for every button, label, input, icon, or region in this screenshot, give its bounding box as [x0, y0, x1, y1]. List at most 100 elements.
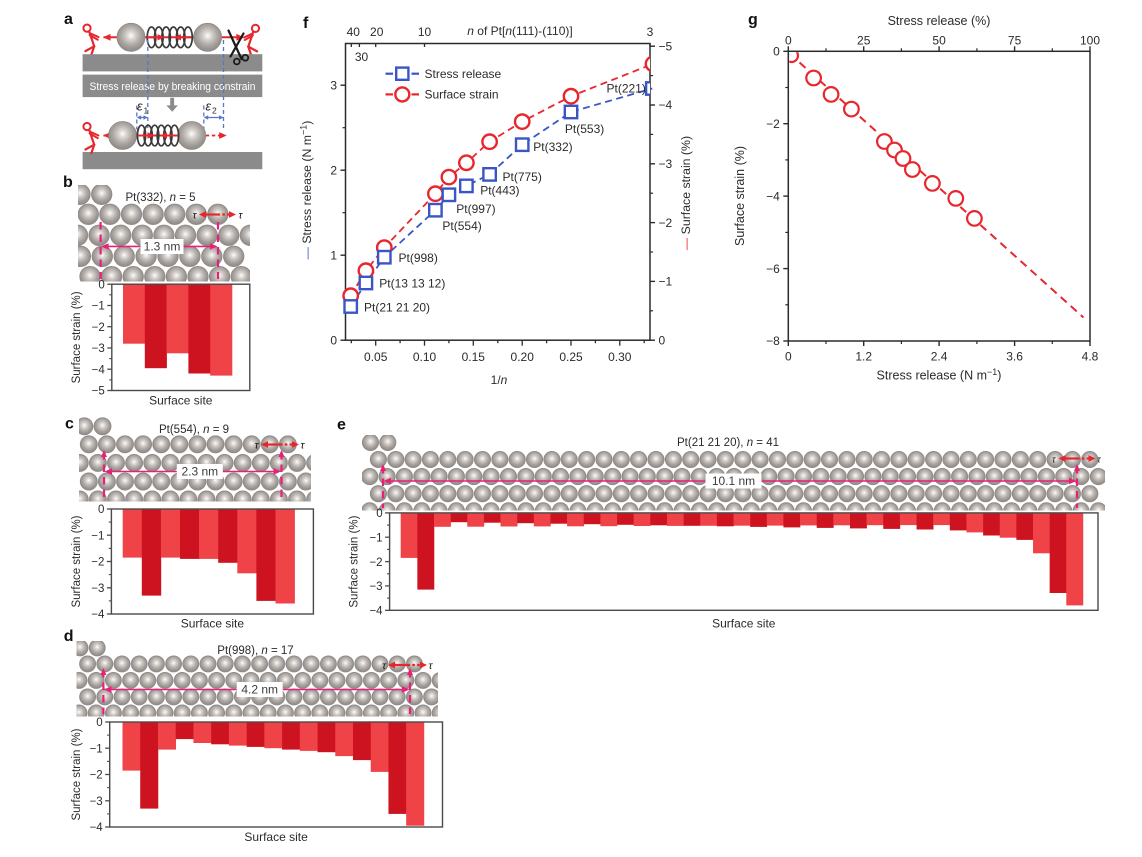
svg-text:0.10: 0.10	[413, 350, 437, 364]
svg-text:−5: −5	[659, 39, 673, 53]
svg-text:−1: −1	[91, 531, 104, 543]
svg-text:Surface strain (%): Surface strain (%)	[71, 291, 83, 383]
svg-text:−4: −4	[91, 609, 105, 621]
svg-text:τ: τ	[239, 210, 244, 222]
svg-text:g: g	[748, 12, 758, 29]
svg-text:0: 0	[376, 508, 382, 520]
svg-text:4.8: 4.8	[1082, 350, 1099, 364]
svg-text:10.1 nm: 10.1 nm	[712, 474, 755, 488]
svg-text:— Stress release (N m−1): — Stress release (N m−1)	[299, 121, 315, 260]
svg-text:a: a	[64, 11, 73, 28]
svg-text:1.2: 1.2	[855, 350, 872, 364]
svg-text:−3: −3	[659, 157, 673, 171]
svg-text:−6: −6	[766, 262, 780, 276]
svg-text:−5: −5	[92, 386, 105, 398]
svg-text:Pt(997): Pt(997)	[456, 202, 495, 216]
svg-text:Pt(21 21 20), n = 41: Pt(21 21 20), n = 41	[677, 437, 779, 449]
svg-text:−3: −3	[92, 343, 105, 355]
svg-text:Pt(998), n = 17: Pt(998), n = 17	[217, 645, 293, 657]
svg-text:75: 75	[1008, 34, 1022, 48]
svg-text:0.20: 0.20	[511, 350, 535, 364]
svg-text:10: 10	[418, 25, 432, 39]
svg-text:— Surface strain (%): — Surface strain (%)	[679, 136, 693, 250]
svg-text:Stress release by breaking con: Stress release by breaking constrain	[90, 81, 256, 93]
svg-text:0.05: 0.05	[364, 350, 388, 364]
svg-text:3: 3	[330, 78, 337, 92]
svg-text:Surface site: Surface site	[244, 830, 308, 844]
svg-text:−1: −1	[92, 301, 105, 313]
svg-text:Stress release (N m−1): Stress release (N m−1)	[877, 367, 1002, 383]
svg-text:τ: τ	[255, 440, 260, 452]
svg-text:Pt(13 13 12): Pt(13 13 12)	[379, 277, 445, 291]
svg-text:1: 1	[144, 106, 149, 116]
svg-text:−3: −3	[90, 796, 103, 808]
svg-text:Surface site: Surface site	[149, 394, 213, 408]
svg-text:2: 2	[330, 163, 337, 177]
svg-text:Surface site: Surface site	[712, 617, 776, 631]
svg-text:Pt(221): Pt(221)	[607, 81, 646, 95]
svg-text:Pt(332): Pt(332)	[533, 140, 572, 154]
svg-text:−8: −8	[766, 334, 780, 348]
svg-text:−2: −2	[659, 216, 673, 230]
svg-text:2.4: 2.4	[931, 350, 948, 364]
svg-text:τ: τ	[301, 440, 306, 452]
svg-text:Pt(554), n = 9: Pt(554), n = 9	[159, 424, 229, 436]
svg-text:2.3 nm: 2.3 nm	[181, 465, 218, 479]
svg-text:Surface site: Surface site	[181, 617, 245, 631]
svg-text:ε: ε	[137, 100, 143, 114]
svg-text:−2: −2	[90, 770, 103, 782]
svg-text:0: 0	[98, 279, 104, 291]
svg-text:Surface strain: Surface strain	[425, 88, 499, 102]
svg-text:−4: −4	[90, 822, 104, 834]
svg-text:40: 40	[347, 25, 361, 39]
svg-text:20: 20	[370, 25, 384, 39]
svg-text:0: 0	[659, 333, 666, 347]
svg-text:−2: −2	[369, 557, 382, 569]
svg-text:Surface strain (%): Surface strain (%)	[71, 728, 83, 820]
svg-text:4.2 nm: 4.2 nm	[241, 683, 278, 697]
svg-text:0: 0	[785, 34, 792, 48]
svg-text:3: 3	[647, 25, 654, 39]
svg-text:Surface strain (%): Surface strain (%)	[71, 515, 83, 607]
svg-text:0.30: 0.30	[608, 350, 632, 364]
svg-text:Pt(554): Pt(554)	[442, 219, 481, 233]
svg-text:Pt(998): Pt(998)	[399, 251, 438, 265]
svg-text:−2: −2	[92, 322, 105, 334]
svg-text:Pt(21 21 20): Pt(21 21 20)	[364, 300, 430, 314]
svg-text:2: 2	[212, 106, 217, 116]
svg-text:0: 0	[773, 45, 780, 59]
svg-text:−4: −4	[766, 189, 780, 203]
svg-text:−2: −2	[766, 117, 780, 131]
svg-text:e: e	[337, 417, 346, 434]
svg-text:0: 0	[330, 333, 337, 347]
svg-text:1: 1	[330, 248, 337, 262]
svg-text:τ: τ	[1097, 455, 1101, 465]
svg-text:−1: −1	[90, 744, 103, 756]
svg-text:τ: τ	[429, 660, 434, 672]
svg-text:−1: −1	[369, 533, 382, 545]
svg-text:τ: τ	[1052, 455, 1056, 465]
svg-text:1.3 nm: 1.3 nm	[144, 240, 181, 254]
svg-text:−3: −3	[91, 583, 104, 595]
svg-text:Pt(332), n = 5: Pt(332), n = 5	[125, 192, 195, 204]
svg-text:τ: τ	[382, 660, 387, 672]
svg-text:f: f	[303, 15, 309, 32]
svg-text:0.15: 0.15	[462, 350, 486, 364]
svg-text:30: 30	[355, 50, 369, 64]
svg-text:Pt(553): Pt(553)	[565, 122, 604, 136]
svg-text:−4: −4	[92, 364, 106, 376]
svg-text:50: 50	[932, 34, 946, 48]
svg-text:ε: ε	[206, 100, 212, 114]
svg-text:25: 25	[857, 34, 871, 48]
svg-text:−1: −1	[659, 275, 673, 289]
svg-text:c: c	[65, 416, 74, 433]
svg-text:n of Pt[n(111)-(110)]: n of Pt[n(111)-(110)]	[467, 24, 572, 38]
svg-text:0: 0	[785, 350, 792, 364]
svg-text:−4: −4	[659, 98, 673, 112]
svg-text:Surface strain (%): Surface strain (%)	[349, 515, 361, 607]
svg-text:Stress release: Stress release	[425, 67, 502, 81]
svg-text:τ: τ	[193, 210, 198, 222]
svg-text:Stress release (%): Stress release (%)	[888, 14, 991, 28]
svg-text:0.25: 0.25	[559, 350, 583, 364]
svg-text:Pt(443): Pt(443)	[480, 183, 519, 197]
